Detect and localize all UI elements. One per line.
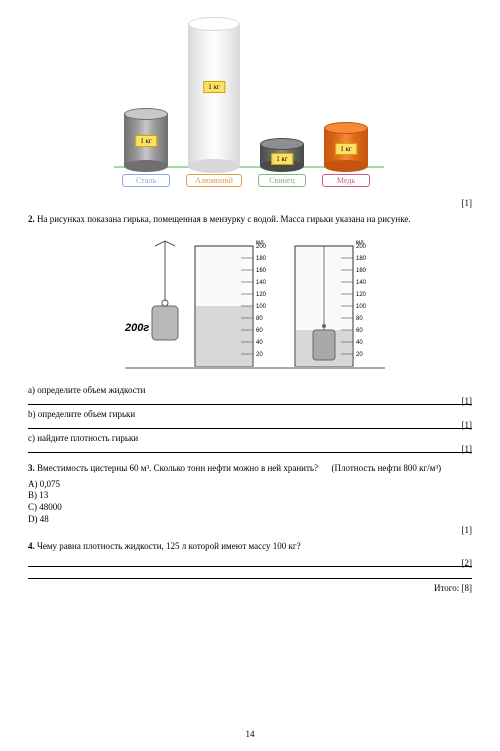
q2-text: 2. На рисунках показана гирька, помещенн… [28, 214, 472, 225]
q4-score: [2] [462, 558, 473, 568]
q2a: a) определите объем жидкости [28, 385, 472, 395]
q3-opt-c: C) 48000 [28, 502, 472, 514]
svg-text:60: 60 [356, 328, 363, 334]
q3-text: 3. Вместимость цистерны 60 м³. Сколько т… [28, 463, 472, 474]
q2-num: 2. [28, 214, 35, 224]
svg-text:160: 160 [356, 268, 367, 274]
svg-text:140: 140 [356, 280, 367, 286]
q2-figure: 200г20018016014012010080604020мл20018016… [28, 231, 472, 381]
q3-score: [1] [28, 525, 472, 535]
q4-body: Чему равна плотность жидкости, 125 л кот… [37, 541, 301, 551]
svg-text:40: 40 [256, 340, 263, 346]
fig1-cylinders: 1 кг Сталь 1 кг Алюминий 1 кг Свинец 1 кг Ме… [28, 18, 472, 198]
svg-text:180: 180 [356, 256, 367, 262]
svg-text:200г: 200г [124, 322, 149, 334]
q2-body: На рисунках показана гирька, помещенная … [37, 214, 411, 224]
svg-text:80: 80 [356, 316, 363, 322]
q2c-score: [1] [462, 444, 473, 454]
svg-text:120: 120 [356, 292, 367, 298]
q2a-score: [1] [462, 396, 473, 406]
svg-text:20: 20 [356, 352, 363, 358]
beaker-diagram: 200г20018016014012010080604020мл20018016… [105, 231, 395, 381]
svg-text:40: 40 [356, 340, 363, 346]
fig1-score: [1] [28, 198, 472, 208]
cylinder-aluminium: 1 кг [188, 24, 240, 166]
q2b-score: [1] [462, 420, 473, 430]
svg-text:140: 140 [256, 280, 267, 286]
total-score: Итого: [8] [28, 583, 472, 593]
mass-tag: 1 кг [335, 143, 357, 155]
svg-text:160: 160 [256, 268, 267, 274]
cylinder-copper: 1 кг [324, 128, 368, 166]
svg-text:180: 180 [256, 256, 267, 262]
cylinder-steel: 1 кг [124, 114, 168, 166]
material-label-lead: Свинец [258, 174, 306, 187]
q3-opt-a: A) 0,075 [28, 479, 472, 491]
svg-text:мл: мл [256, 240, 264, 246]
q2c-line: [1] [28, 443, 472, 453]
q2b: b) определите объем гирьки [28, 409, 472, 419]
svg-text:120: 120 [256, 292, 267, 298]
mass-tag: 1 кг [135, 135, 157, 147]
q2b-line: [1] [28, 419, 472, 429]
svg-text:60: 60 [256, 328, 263, 334]
q3-dens: (Плотность нефти 800 кг/м³) [331, 463, 441, 473]
svg-text:100: 100 [356, 304, 367, 310]
q3-num: 3. [28, 463, 35, 473]
material-label-steel: Сталь [122, 174, 170, 187]
mass-tag: 1 кг [203, 81, 225, 93]
svg-text:80: 80 [256, 316, 263, 322]
q3-options: A) 0,075 B) 13 C) 48000 D) 48 [28, 479, 472, 526]
page: 1 кг Сталь 1 кг Алюминий 1 кг Свинец 1 кг Ме… [0, 0, 500, 751]
q4-text: 4. Чему равна плотность жидкости, 125 л … [28, 541, 472, 552]
mass-tag: 1 кг [271, 153, 293, 165]
q2a-line: [1] [28, 395, 472, 405]
q4-num: 4. [28, 541, 35, 551]
cylinder-lead: 1 кг [260, 144, 304, 166]
q3-opt-d: D) 48 [28, 514, 472, 526]
q4-line: [2] [28, 557, 472, 567]
svg-text:мл: мл [356, 240, 364, 246]
q3-opt-b: B) 13 [28, 490, 472, 502]
q2c: c) найдите плотность гирьки [28, 433, 472, 443]
svg-text:100: 100 [256, 304, 267, 310]
material-label-aluminium: Алюминий [186, 174, 242, 187]
q4-line2 [28, 569, 472, 579]
svg-text:20: 20 [256, 352, 263, 358]
q3-body: Вместимость цистерны 60 м³. Сколько тонн… [37, 463, 318, 473]
page-number: 14 [0, 729, 500, 739]
material-label-copper: Медь [322, 174, 370, 187]
